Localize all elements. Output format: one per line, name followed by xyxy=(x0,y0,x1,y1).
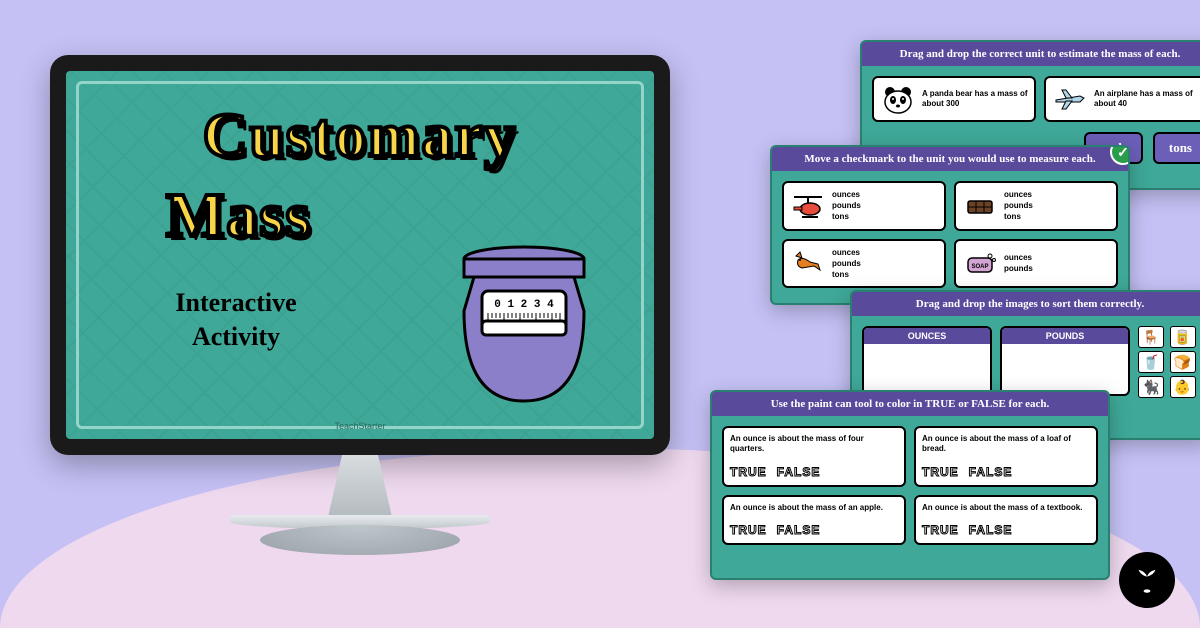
slide-2-card-chocolate[interactable]: ounces pounds tons xyxy=(954,181,1118,231)
airplane-icon xyxy=(1052,84,1088,114)
sort-box-pounds[interactable]: POUNDS xyxy=(1000,326,1130,396)
slide-4-header: Use the paint can tool to color in TRUE … xyxy=(712,392,1108,416)
item-baby-icon[interactable]: 👶 xyxy=(1170,376,1196,398)
item-desk-icon[interactable]: 🪑 xyxy=(1138,326,1164,348)
sort-box-ounces[interactable]: OUNCES xyxy=(862,326,992,396)
tf-card-1[interactable]: An ounce is about the mass of four quart… xyxy=(722,426,906,487)
tf-q4: An ounce is about the mass of a textbook… xyxy=(922,503,1090,513)
tf-q1: An ounce is about the mass of four quart… xyxy=(730,434,898,455)
slide-2-card-fox[interactable]: ounces pounds tons xyxy=(782,239,946,289)
true-label[interactable]: TRUE xyxy=(922,465,959,479)
slide-1-card-1-text: A panda bear has a mass of about 300 xyxy=(922,89,1028,110)
title-line-1: Customary xyxy=(203,101,517,172)
slide-3-header: Drag and drop the images to sort them co… xyxy=(852,292,1200,316)
watermark: TeachStarter xyxy=(334,421,385,431)
tf-card-2[interactable]: An ounce is about the mass of a loaf of … xyxy=(914,426,1098,487)
monitor-mockup: Customary Mass Interactive Activity 0 1 … xyxy=(50,55,670,575)
monitor-stand-foot xyxy=(260,525,460,555)
sort-header-ounces: OUNCES xyxy=(864,328,990,344)
unit-button-tons[interactable]: tons xyxy=(1153,132,1200,164)
tf-card-4[interactable]: An ounce is about the mass of a textbook… xyxy=(914,495,1098,545)
tf-q2: An ounce is about the mass of a loaf of … xyxy=(922,434,1090,455)
preview-slides-stack: Drag and drop the correct unit to estima… xyxy=(700,40,1160,580)
slide-1-card-2-text: An airplane has a mass of about 40 xyxy=(1094,89,1200,110)
false-label[interactable]: FALSE xyxy=(777,465,821,479)
true-label[interactable]: TRUE xyxy=(730,465,767,479)
brand-logo-badge xyxy=(1119,552,1175,608)
preview-slide-2: ✓ Move a checkmark to the unit you would… xyxy=(770,145,1130,305)
main-screen: Customary Mass Interactive Activity 0 1 … xyxy=(66,71,654,439)
slide-2-card-helicopter[interactable]: ounces pounds tons xyxy=(782,181,946,231)
chocolate-icon xyxy=(962,191,998,221)
slide-1-card-airplane: An airplane has a mass of about 40 xyxy=(1044,76,1200,122)
screen-bezel: Customary Mass Interactive Activity 0 1 … xyxy=(50,55,670,455)
item-cat-icon[interactable]: 🐈‍⬛ xyxy=(1138,376,1164,398)
item-can-icon[interactable]: 🥫 xyxy=(1170,326,1196,348)
helicopter-icon xyxy=(790,191,826,221)
false-label[interactable]: FALSE xyxy=(969,465,1013,479)
fox-icon xyxy=(790,248,826,278)
slide-2-units-a: ounces pounds tons xyxy=(832,189,861,223)
tf-q3: An ounce is about the mass of an apple. xyxy=(730,503,898,513)
scale-illustration: 0 1 2 3 4 xyxy=(434,241,614,411)
true-label[interactable]: TRUE xyxy=(922,523,959,537)
true-label[interactable]: TRUE xyxy=(730,523,767,537)
draggable-items[interactable]: 🪑 🥫 🥤 🍞 🐈‍⬛ 👶 xyxy=(1138,326,1198,398)
svg-text:SOAP: SOAP xyxy=(971,264,988,270)
svg-text:0 1 2 3 4: 0 1 2 3 4 xyxy=(494,299,554,311)
item-bread-icon[interactable]: 🍞 xyxy=(1170,351,1196,373)
monitor-stand-neck xyxy=(315,455,405,515)
sort-header-pounds: POUNDS xyxy=(1002,328,1128,344)
preview-slide-4: Use the paint can tool to color in TRUE … xyxy=(710,390,1110,580)
slide-1-header: Drag and drop the correct unit to estima… xyxy=(862,42,1200,66)
slide-2-units-b: ounces pounds tons xyxy=(1004,189,1033,223)
slide-2-header: Move a checkmark to the unit you would u… xyxy=(772,147,1128,171)
panda-icon xyxy=(880,84,916,114)
slide-2-units-c: ounces pounds tons xyxy=(832,247,861,281)
tf-card-3[interactable]: An ounce is about the mass of an apple. … xyxy=(722,495,906,545)
title-line-2: Mass xyxy=(166,181,312,252)
soap-icon: SOAP xyxy=(962,248,998,278)
false-label[interactable]: FALSE xyxy=(969,523,1013,537)
slide-1-card-panda: A panda bear has a mass of about 300 xyxy=(872,76,1036,122)
subtitle: Interactive Activity xyxy=(146,286,326,354)
false-label[interactable]: FALSE xyxy=(777,523,821,537)
slide-2-card-soap[interactable]: SOAP ounces pounds xyxy=(954,239,1118,289)
sprout-icon xyxy=(1130,563,1164,597)
item-soda-icon[interactable]: 🥤 xyxy=(1138,351,1164,373)
slide-2-units-d: ounces pounds xyxy=(1004,252,1033,274)
